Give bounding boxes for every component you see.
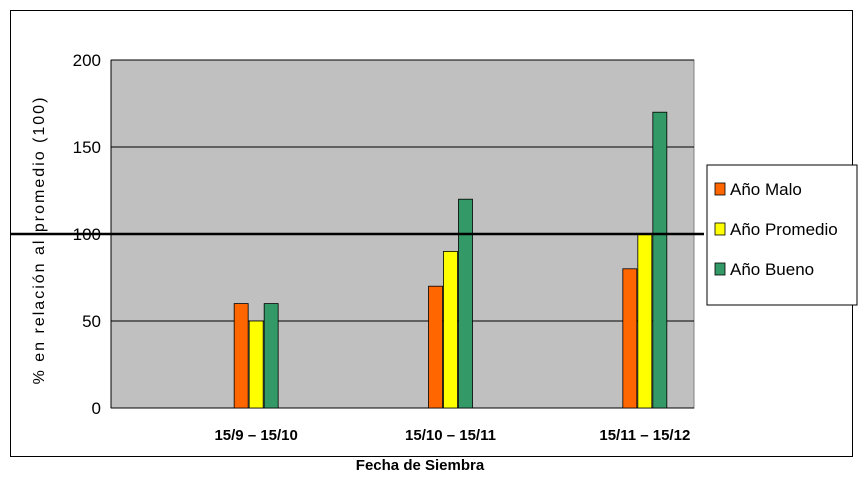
bar-ano-malo <box>622 268 638 409</box>
bar-ano-bueno <box>458 198 473 409</box>
x-axis-title: Fecha de Siembra <box>356 457 485 474</box>
bar-ano-promedio <box>443 250 458 409</box>
bar-ano-bueno <box>652 111 668 409</box>
legend <box>706 164 858 306</box>
bar-ano-bueno <box>263 303 279 409</box>
bar-ano-promedio <box>637 233 653 409</box>
x-tick-label: 15/10 – 15/11 <box>405 427 496 444</box>
x-tick-label: 15/9 – 15/10 <box>214 427 297 444</box>
y-tick-label: 50 <box>82 312 101 331</box>
bar-ano-malo <box>233 303 249 409</box>
legend-label: Año Promedio <box>730 220 838 239</box>
y-axis-title: % en relación al promedio (100) <box>31 96 48 385</box>
legend-swatch <box>714 222 726 236</box>
y-tick-label: 150 <box>73 138 101 157</box>
legend-swatch <box>714 182 726 196</box>
y-tick-label: 200 <box>73 51 101 70</box>
legend-label: Año Bueno <box>730 260 814 279</box>
bar-ano-malo <box>428 285 443 409</box>
legend-label: Año Malo <box>730 180 802 199</box>
y-tick-label: 0 <box>92 399 101 418</box>
x-tick-label: 15/11 – 15/12 <box>599 427 690 444</box>
bar-ano-promedio <box>248 320 264 409</box>
legend-swatch <box>714 262 726 276</box>
